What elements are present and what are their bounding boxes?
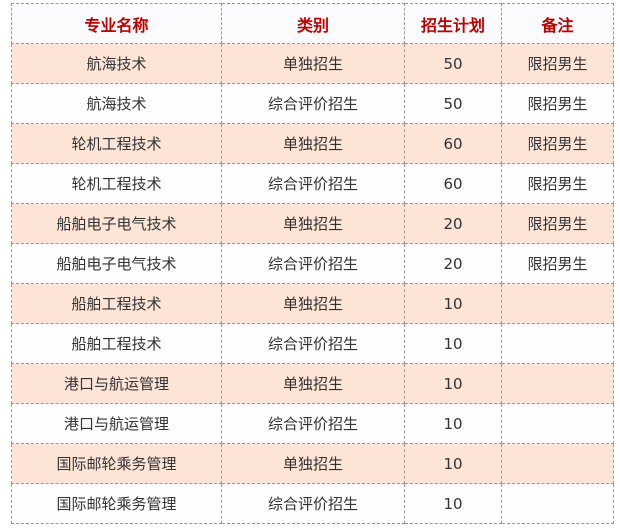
- header-note: 备注: [501, 3, 614, 44]
- cell-major: 船舶工程技术: [11, 283, 222, 324]
- table-header-row: 专业名称 类别 招生计划 备注: [11, 3, 614, 44]
- cell-note: [501, 323, 614, 364]
- cell-plan: 10: [404, 323, 502, 364]
- table-row: 船舶电子电气技术 单独招生 20 限招男生: [11, 203, 614, 244]
- cell-plan: 60: [404, 163, 502, 204]
- cell-note: 限招男生: [501, 123, 614, 164]
- cell-major: 船舶工程技术: [11, 323, 222, 364]
- table-row: 船舶工程技术 综合评价招生 10: [11, 323, 614, 364]
- cell-plan: 20: [404, 203, 502, 244]
- table-row: 港口与航运管理 单独招生 10: [11, 363, 614, 404]
- table-row: 航海技术 综合评价招生 50 限招男生: [11, 83, 614, 124]
- header-plan: 招生计划: [404, 3, 502, 44]
- cell-plan: 50: [404, 43, 502, 84]
- cell-category: 单独招生: [221, 283, 405, 324]
- cell-plan: 10: [404, 443, 502, 484]
- cell-major: 国际邮轮乘务管理: [11, 483, 222, 524]
- cell-major: 港口与航运管理: [11, 363, 222, 404]
- cell-major: 轮机工程技术: [11, 123, 222, 164]
- cell-major: 船舶电子电气技术: [11, 243, 222, 284]
- cell-plan: 60: [404, 123, 502, 164]
- cell-plan: 50: [404, 83, 502, 124]
- table-row: 船舶工程技术 单独招生 10: [11, 283, 614, 324]
- header-major: 专业名称: [11, 3, 222, 44]
- cell-major: 轮机工程技术: [11, 163, 222, 204]
- table-row: 港口与航运管理 综合评价招生 10: [11, 403, 614, 444]
- cell-major: 航海技术: [11, 43, 222, 84]
- table-row: 航海技术 单独招生 50 限招男生: [11, 43, 614, 84]
- cell-category: 综合评价招生: [221, 243, 405, 284]
- cell-category: 单独招生: [221, 363, 405, 404]
- table-row: 轮机工程技术 单独招生 60 限招男生: [11, 123, 614, 164]
- cell-major: 港口与航运管理: [11, 403, 222, 444]
- cell-note: [501, 283, 614, 324]
- cell-category: 综合评价招生: [221, 83, 405, 124]
- table-row: 轮机工程技术 综合评价招生 60 限招男生: [11, 163, 614, 204]
- cell-note: 限招男生: [501, 243, 614, 284]
- enrollment-table: 专业名称 类别 招生计划 备注 航海技术 单独招生 50 限招男生 航海技术 综合评价招生…: [11, 3, 614, 524]
- cell-category: 单独招生: [221, 203, 405, 244]
- table-row: 船舶电子电气技术 综合评价招生 20 限招男生: [11, 243, 614, 284]
- cell-category: 综合评价招生: [221, 163, 405, 204]
- cell-plan: 10: [404, 283, 502, 324]
- cell-major: 船舶电子电气技术: [11, 203, 222, 244]
- header-category: 类别: [221, 3, 405, 44]
- table-row: 国际邮轮乘务管理 单独招生 10: [11, 443, 614, 484]
- cell-note: 限招男生: [501, 43, 614, 84]
- cell-category: 单独招生: [221, 43, 405, 84]
- cell-major: 国际邮轮乘务管理: [11, 443, 222, 484]
- cell-note: 限招男生: [501, 203, 614, 244]
- cell-plan: 10: [404, 483, 502, 524]
- table-row: 国际邮轮乘务管理 综合评价招生 10: [11, 483, 614, 524]
- cell-note: [501, 483, 614, 524]
- cell-major: 航海技术: [11, 83, 222, 124]
- cell-note: [501, 403, 614, 444]
- cell-category: 单独招生: [221, 123, 405, 164]
- cell-plan: 10: [404, 403, 502, 444]
- cell-note: [501, 363, 614, 404]
- cell-note: 限招男生: [501, 163, 614, 204]
- cell-note: [501, 443, 614, 484]
- cell-category: 综合评价招生: [221, 323, 405, 364]
- cell-category: 综合评价招生: [221, 403, 405, 444]
- cell-category: 单独招生: [221, 443, 405, 484]
- cell-plan: 20: [404, 243, 502, 284]
- cell-note: 限招男生: [501, 83, 614, 124]
- cell-category: 综合评价招生: [221, 483, 405, 524]
- cell-plan: 10: [404, 363, 502, 404]
